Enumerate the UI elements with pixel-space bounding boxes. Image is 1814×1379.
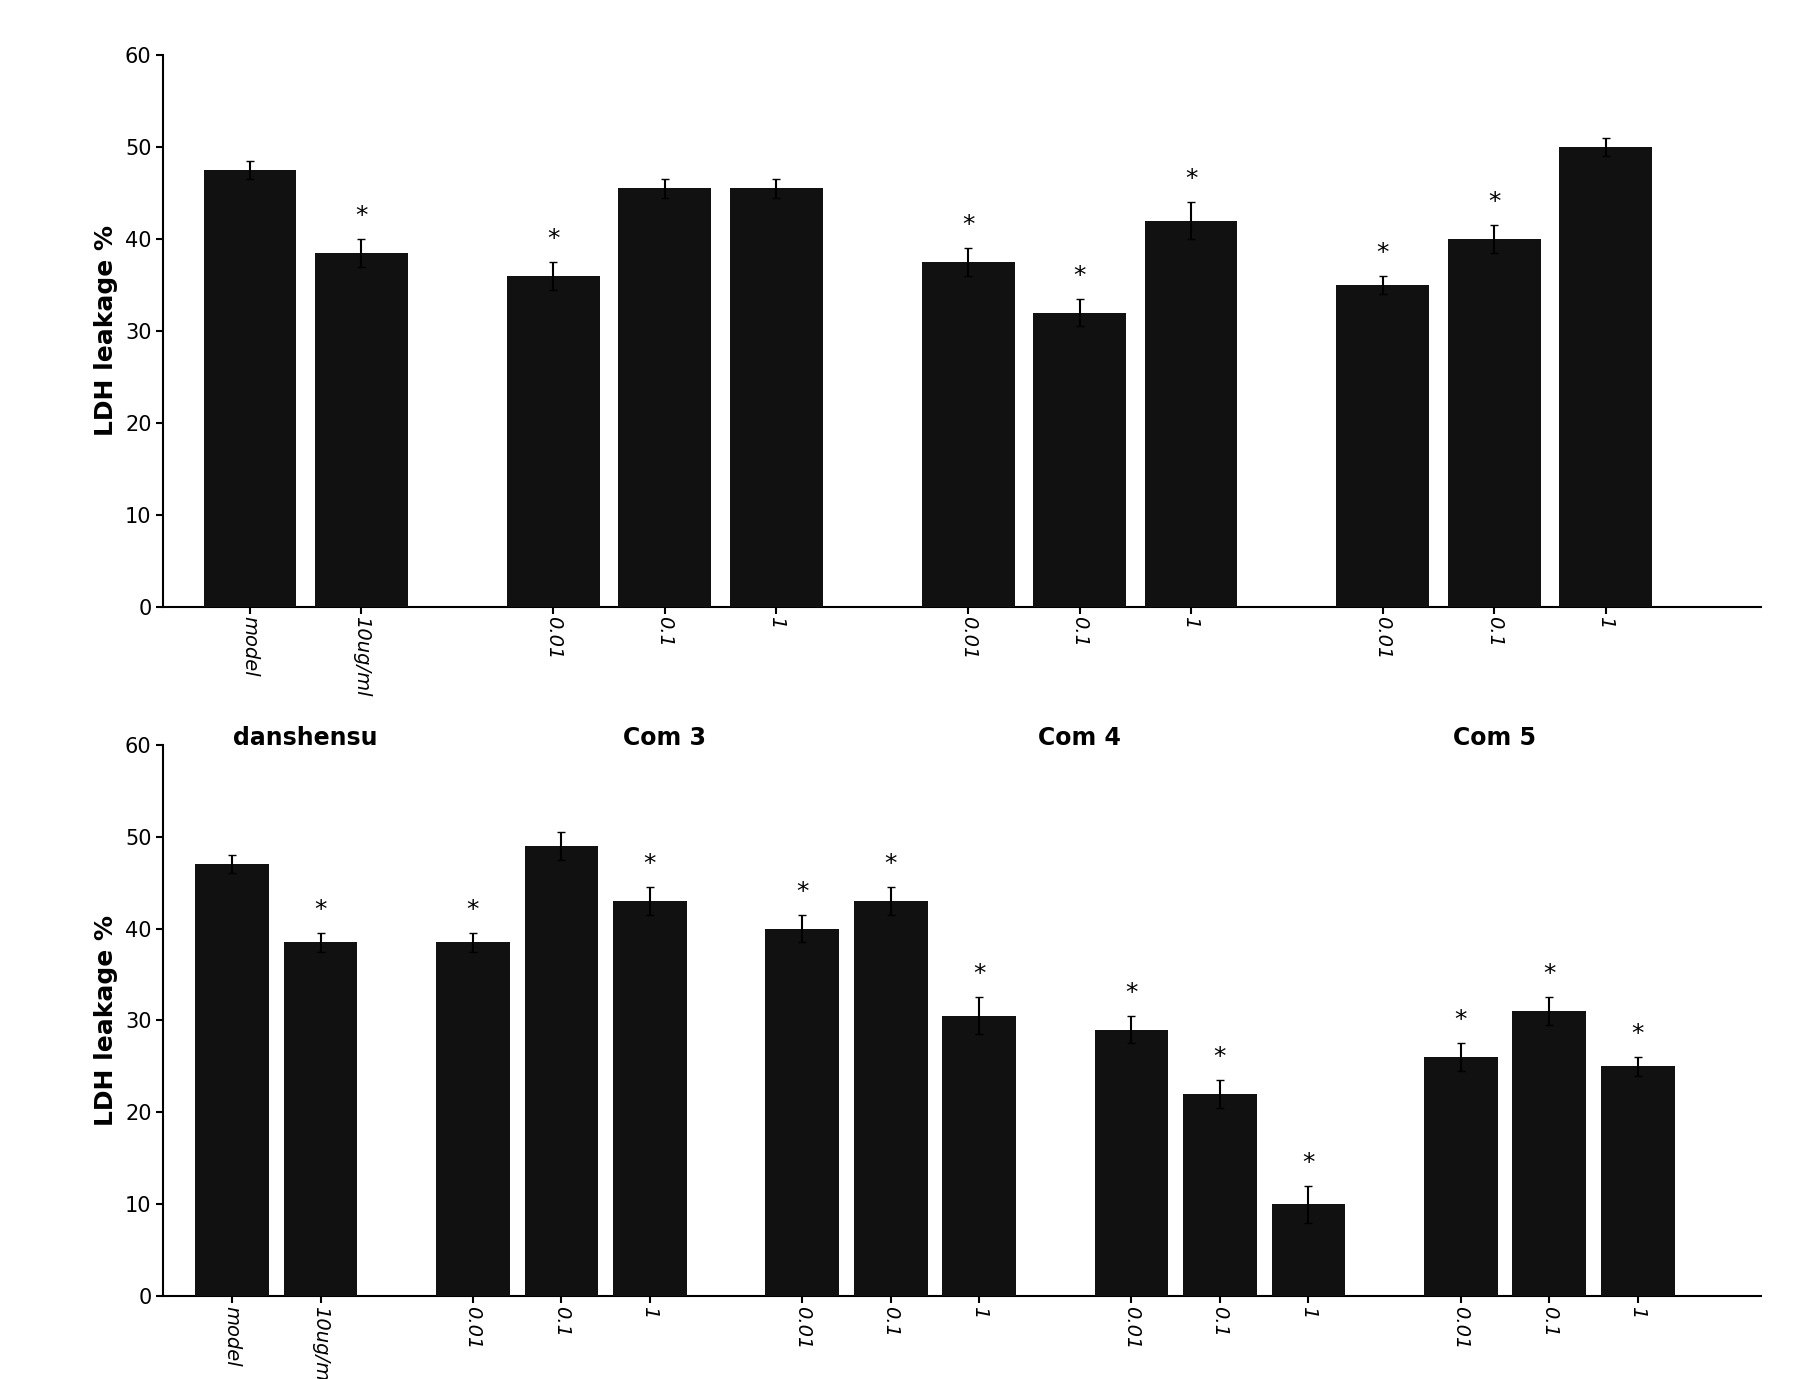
Text: *: * — [644, 852, 655, 876]
Bar — [524, 845, 599, 1296]
Text: *: * — [961, 214, 974, 237]
Bar — [1448, 239, 1540, 607]
Bar — [203, 170, 296, 607]
Bar — [316, 252, 408, 607]
Text: *: * — [1185, 167, 1197, 192]
Text: *: * — [883, 852, 896, 876]
Text: *: * — [314, 898, 327, 923]
Bar — [619, 189, 711, 607]
Bar — [1558, 148, 1651, 607]
Bar — [613, 900, 686, 1296]
Bar — [766, 928, 838, 1296]
Bar — [922, 262, 1014, 607]
Text: Com 5: Com 5 — [1451, 727, 1535, 750]
Bar — [853, 900, 927, 1296]
Text: *: * — [796, 880, 807, 903]
Y-axis label: LDH leakage %: LDH leakage % — [94, 914, 118, 1127]
Text: *: * — [1301, 1151, 1313, 1175]
Text: *: * — [1072, 263, 1085, 288]
Text: *: * — [1214, 1045, 1226, 1069]
Text: Com 3: Com 3 — [622, 727, 706, 750]
Text: *: * — [1125, 980, 1137, 1005]
Bar — [1183, 1094, 1255, 1296]
Text: danshensu: danshensu — [234, 727, 377, 750]
Text: *: * — [1487, 190, 1500, 214]
Text: *: * — [1377, 241, 1388, 265]
Text: Com 4: Com 4 — [1038, 727, 1121, 750]
Bar — [1600, 1066, 1674, 1296]
Bar — [729, 189, 822, 607]
Text: *: * — [466, 898, 479, 923]
Bar — [1424, 1058, 1497, 1296]
Text: *: * — [356, 204, 368, 228]
Bar — [1511, 1011, 1585, 1296]
Text: *: * — [972, 963, 985, 986]
Text: *: * — [1453, 1008, 1466, 1033]
Text: *: * — [1542, 963, 1555, 986]
Bar — [1032, 313, 1125, 607]
Bar — [435, 942, 510, 1296]
Bar — [941, 1016, 1016, 1296]
Bar — [506, 276, 599, 607]
Bar — [1145, 221, 1237, 607]
Bar — [1094, 1030, 1168, 1296]
Bar — [196, 865, 268, 1296]
Text: *: * — [1631, 1022, 1643, 1047]
Bar — [1272, 1204, 1344, 1296]
Bar — [283, 942, 357, 1296]
Text: *: * — [546, 228, 559, 251]
Y-axis label: LDH leakage %: LDH leakage % — [94, 225, 118, 437]
Bar — [1335, 285, 1429, 607]
